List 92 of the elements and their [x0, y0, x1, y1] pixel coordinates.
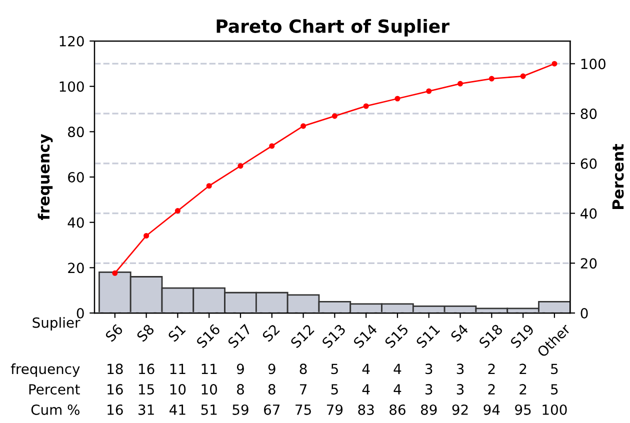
point — [520, 73, 526, 79]
text: 4 — [394, 384, 402, 394]
point — [363, 103, 369, 109]
data-label: 83 — [358, 404, 374, 415]
text: frequency — [10, 363, 80, 377]
text: 5 — [551, 384, 558, 395]
text: 16 — [108, 384, 123, 395]
data-label: 8 — [300, 364, 307, 374]
y2-tick-label: 40 — [580, 208, 597, 219]
data-label: 2 — [520, 364, 526, 374]
data-label: 16 — [108, 404, 123, 415]
text: 2 — [520, 384, 526, 394]
y2-tick-label: 0 — [580, 308, 588, 318]
data-label: 86 — [390, 404, 406, 415]
text: 15 — [138, 384, 154, 395]
x-tick-label: S12 — [290, 324, 315, 348]
point — [238, 163, 244, 169]
data-label: 79 — [326, 404, 343, 415]
data-label: 100 — [542, 404, 567, 415]
data-label: 3 — [456, 364, 464, 374]
data-label: 5 — [551, 364, 558, 374]
data-label: 9 — [268, 364, 276, 374]
text: 8 — [268, 384, 276, 395]
y2-tick-label: 100 — [581, 58, 606, 70]
data-label: 2 — [488, 364, 495, 374]
x-tick-label: S4 — [450, 323, 469, 342]
data-label: 94 — [484, 404, 500, 415]
point — [206, 183, 212, 189]
x-tick-label: S6 — [104, 324, 124, 342]
text: Cum % — [31, 404, 80, 415]
data-label: 11 — [202, 364, 217, 374]
y-tick-label: 120 — [60, 36, 84, 47]
y2-tick-label: 60 — [580, 158, 597, 169]
y2-tick-label: 20 — [580, 258, 597, 269]
point — [488, 76, 494, 82]
text: 10 — [202, 384, 218, 395]
text: 2 — [488, 384, 495, 394]
y2-axis-title: Percent — [612, 144, 624, 209]
point — [457, 80, 464, 86]
data-label: 95 — [515, 404, 531, 415]
text: 4 — [362, 384, 370, 394]
text: 7 — [300, 384, 307, 394]
point — [552, 60, 558, 66]
data-label: 67 — [264, 404, 280, 415]
data-label: 51 — [201, 404, 217, 415]
text: Percent — [29, 384, 80, 395]
data-label: 16 — [138, 364, 154, 374]
data-label: 18 — [108, 364, 123, 374]
y-tick-label: 80 — [68, 126, 84, 138]
x-tick-label: S11 — [416, 324, 440, 348]
point — [300, 123, 306, 129]
x-tick-label: S14 — [352, 323, 378, 348]
point — [174, 208, 180, 214]
x-tick-label: S1 — [168, 324, 186, 342]
data-label: 89 — [420, 404, 437, 415]
x-axis-title: Suplier — [32, 317, 80, 331]
point — [426, 88, 432, 94]
y-tick-label: 40 — [68, 217, 84, 228]
text: 10 — [170, 384, 186, 395]
x-tick-label: S2 — [262, 324, 280, 342]
y-tick-label: 0 — [76, 308, 84, 318]
data-label: 4 — [362, 364, 370, 374]
data-label: 11 — [170, 364, 186, 374]
data-label: 41 — [170, 404, 186, 415]
text: 3 — [426, 384, 432, 395]
point — [394, 96, 400, 102]
y2-tick-label: 80 — [580, 108, 597, 120]
data-label: 5 — [331, 364, 338, 374]
point — [112, 270, 118, 276]
x-tick-label: S18 — [478, 324, 504, 348]
y-axis-title: frequency — [38, 134, 53, 220]
x-tick-label: S8 — [136, 324, 155, 342]
data-label: 9 — [236, 364, 244, 374]
y-tick-label: 100 — [60, 81, 84, 92]
x-tick-label: S13 — [321, 324, 346, 348]
data-label: 75 — [296, 404, 311, 415]
point — [269, 143, 275, 149]
data-label: 92 — [452, 404, 468, 415]
data-label: 31 — [138, 404, 154, 415]
point — [332, 113, 338, 119]
text: 8 — [237, 384, 244, 395]
y-tick-label: 60 — [68, 172, 84, 182]
data-label: 59 — [232, 404, 248, 415]
x-tick-label: S15 — [384, 324, 409, 348]
point — [144, 232, 150, 239]
data-label: 3 — [426, 364, 432, 374]
text: 5 — [331, 384, 338, 395]
x-tick-label: S19 — [510, 324, 535, 348]
chart-title: Pareto Chart of Suplier — [216, 18, 450, 36]
data-label: 4 — [394, 364, 402, 374]
y-tick-label: 20 — [68, 262, 84, 274]
text: 3 — [456, 384, 464, 395]
